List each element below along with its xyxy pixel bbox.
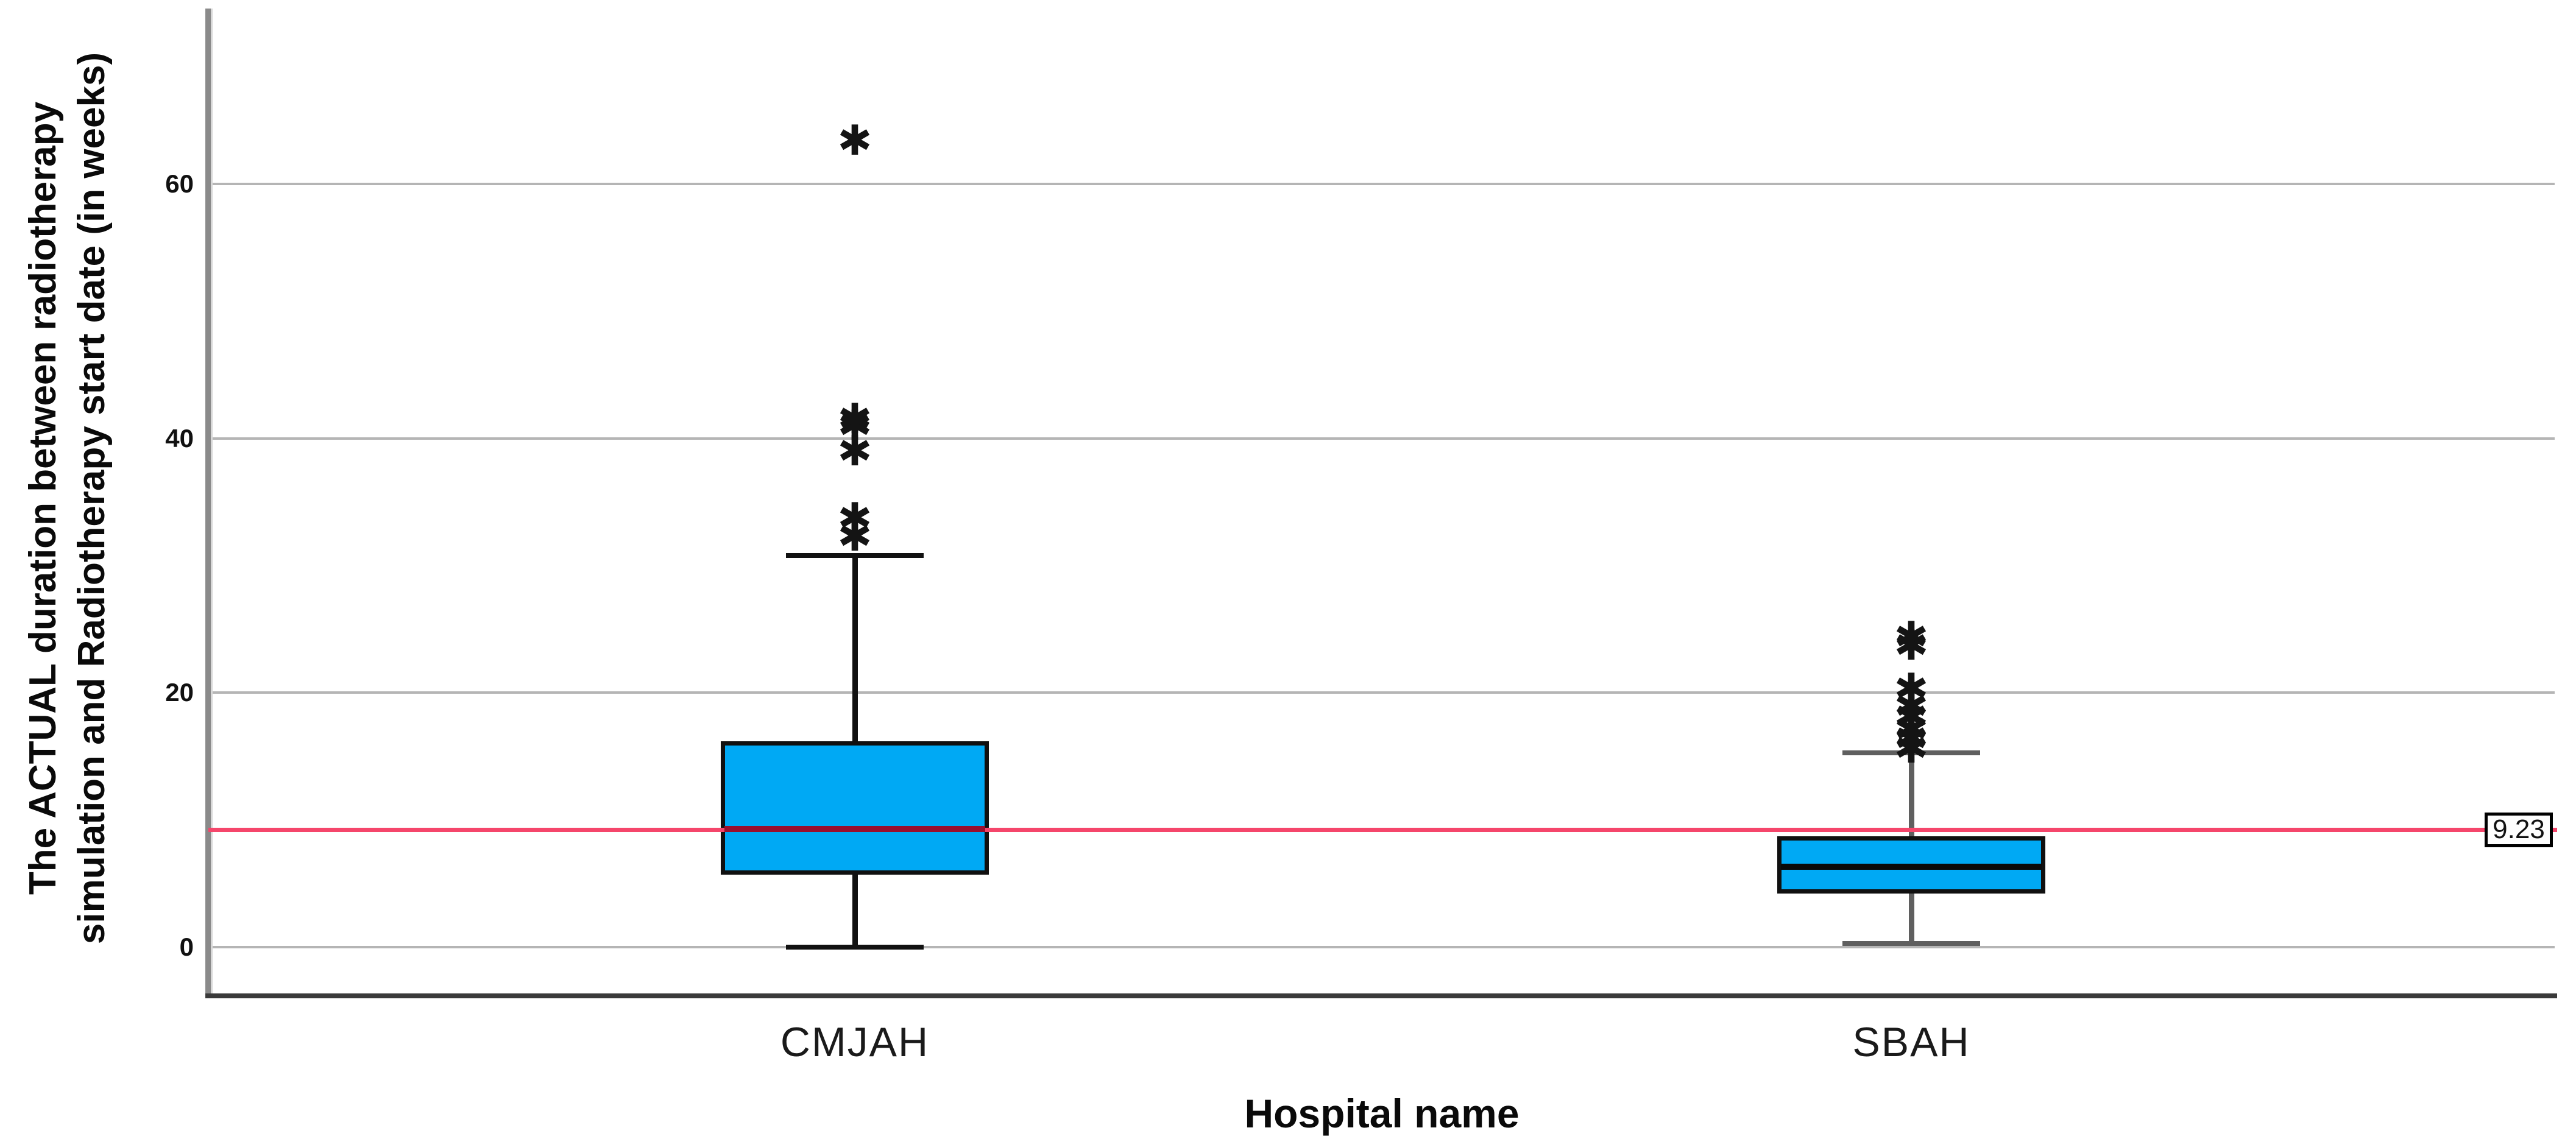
y-axis-title-line2: simulation and Radiotherapy start date (…: [71, 52, 113, 945]
y-tick-label-0: 0: [179, 933, 194, 961]
x-axis-line: [205, 993, 2557, 998]
median-SBAH: [1781, 864, 2042, 870]
outlier-star-SBAH-17.1: ✱: [1894, 707, 1929, 753]
outlier-star-SBAH-15.6: ✱: [1894, 725, 1929, 772]
whisker-cap-lower-CMJAH: [786, 945, 924, 950]
reference-line: [208, 828, 2557, 832]
outlier-star-SBAH-24.4: ✱: [1894, 614, 1929, 660]
whisker-cap-upper-SBAH: [1842, 750, 1980, 755]
outlier-star-SBAH-16.4: ✱: [1894, 716, 1929, 762]
y-tick-label-40: 40: [165, 424, 194, 453]
outlier-star-SBAH-23.7: ✱: [1894, 622, 1929, 669]
whisker-lower-CMJAH: [852, 875, 858, 947]
x-category-label-SBAH: SBAH: [1852, 1019, 1970, 1065]
gridline-0: [208, 946, 2555, 948]
y-tick-label-60: 60: [165, 169, 194, 198]
gridline-60: [208, 183, 2555, 185]
y-axis-title: The ACTUAL duration between radiotherapy…: [19, 23, 119, 973]
outlier-star-CMJAH-39: ✱: [837, 428, 872, 474]
outlier-star-SBAH-20.3: ✱: [1894, 666, 1929, 712]
x-axis-title: Hospital name: [1244, 1091, 1520, 1136]
reference-line-label: 9.23: [2485, 812, 2553, 847]
whisker-cap-upper-CMJAH: [786, 553, 924, 558]
gridline-20: [208, 691, 2555, 694]
outlier-star-CMJAH-41: ✱: [837, 403, 872, 449]
outlier-star-SBAH-18.1: ✱: [1894, 694, 1929, 740]
whisker-cap-lower-SBAH: [1842, 941, 1980, 946]
outlier-star-CMJAH-33.7: ✱: [837, 495, 872, 541]
y-axis-title-line1: The ACTUAL duration between radiotherapy: [22, 101, 64, 895]
whisker-upper-SBAH: [1909, 753, 1914, 836]
outlier-star-CMJAH-41.5: ✱: [837, 396, 872, 442]
outlier-star-CMJAH-32.3: ✱: [837, 513, 872, 560]
whisker-lower-SBAH: [1909, 894, 1914, 943]
whisker-upper-CMJAH: [852, 555, 858, 741]
y-tick-label-20: 20: [165, 678, 194, 707]
gridline-40: [208, 437, 2555, 440]
y-axis-line: [205, 9, 213, 998]
median-CMJAH: [724, 826, 985, 832]
outlier-star-CMJAH-63.4: ✱: [837, 118, 872, 164]
box-CMJAH: [721, 741, 989, 875]
outlier-star-SBAH-18.9: ✱: [1894, 683, 1929, 730]
x-category-label-CMJAH: CMJAH: [780, 1019, 930, 1065]
